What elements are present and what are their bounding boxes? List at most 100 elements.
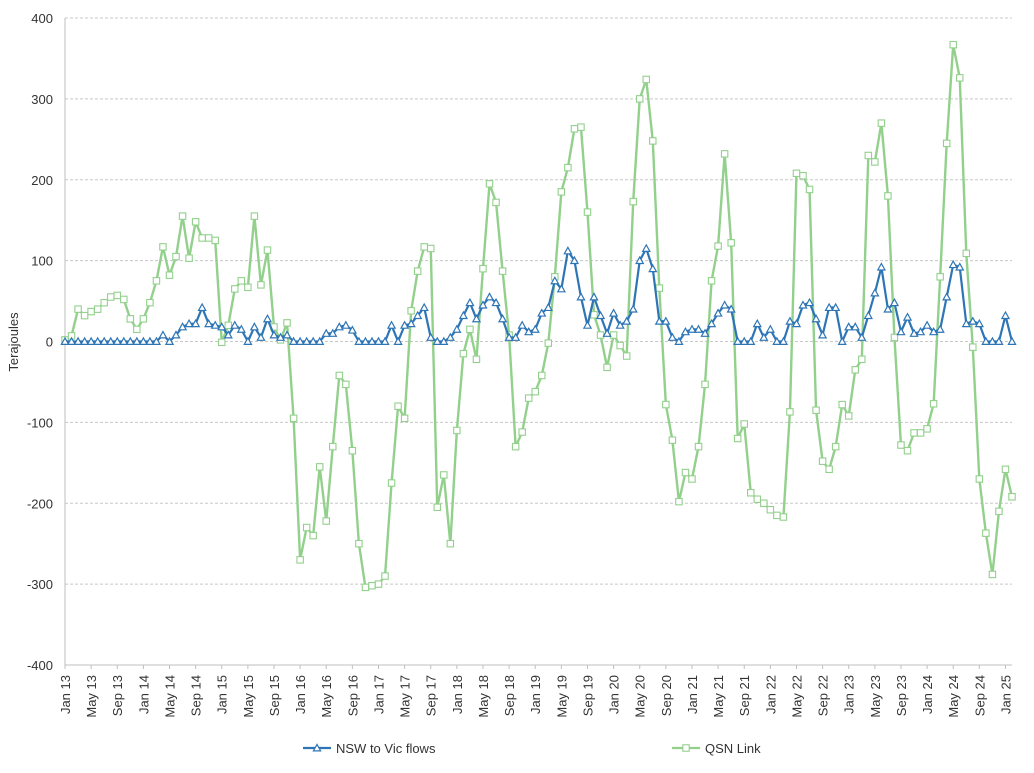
x-tick-label: Sep 20: [659, 675, 674, 716]
data-point: [988, 570, 997, 579]
data-point: [877, 119, 886, 127]
data-point: [675, 497, 683, 506]
data-point: [368, 581, 376, 590]
data-point: [497, 314, 508, 323]
data-point: [615, 320, 625, 329]
data-point: [773, 511, 781, 520]
legend-label: NSW to Vic flows: [336, 741, 436, 756]
data-point: [857, 332, 867, 341]
data-point: [406, 318, 416, 328]
data-point: [342, 380, 350, 389]
data-point: [884, 192, 892, 200]
data-point: [66, 336, 77, 345]
data-point: [159, 243, 167, 251]
data-point: [707, 277, 716, 285]
x-tick-label: Jan 13: [58, 675, 73, 714]
legend-label: QSN Link: [705, 741, 761, 756]
data-point: [583, 208, 592, 216]
data-point: [655, 284, 664, 292]
data-point: [113, 291, 121, 300]
data-point: [171, 330, 181, 339]
x-tick-label: Sep 19: [580, 675, 595, 716]
data-point: [164, 336, 175, 345]
data-point: [256, 332, 266, 341]
data-point: [491, 297, 501, 307]
data-point: [302, 523, 311, 532]
data-point: [347, 325, 357, 334]
x-tick-label: Jan 17: [371, 675, 386, 714]
data-point: [420, 243, 428, 251]
x-tick-label: May 21: [711, 675, 726, 718]
data-point: [889, 297, 900, 307]
data-point: [335, 371, 344, 380]
data-point: [961, 318, 971, 328]
x-tick-label: Sep 23: [894, 675, 909, 716]
data-point: [791, 318, 802, 328]
series-qsn-link: [61, 40, 1016, 592]
data-point: [858, 355, 866, 364]
data-point: [974, 318, 984, 328]
data-point: [511, 332, 521, 341]
x-tick-label: Jan 19: [528, 675, 543, 714]
data-point: [60, 336, 70, 345]
data-point: [407, 307, 415, 315]
data-point: [668, 436, 677, 444]
data-point: [590, 311, 598, 319]
x-tick-label: May 14: [162, 675, 177, 718]
data-point: [152, 277, 161, 285]
data-point: [629, 197, 637, 206]
data-point: [622, 352, 631, 360]
data-point: [987, 336, 998, 345]
data-point: [531, 387, 539, 396]
data-point: [922, 320, 932, 329]
data-point: [139, 315, 148, 323]
data-point: [635, 95, 644, 103]
y-tick-label: 400: [31, 11, 53, 26]
data-point: [93, 336, 103, 345]
data-point: [198, 234, 206, 242]
data-point: [446, 539, 455, 548]
data-point: [100, 298, 108, 307]
x-tick-label: Sep 17: [424, 675, 439, 716]
y-tick-label: 100: [31, 254, 53, 269]
data-point: [289, 414, 298, 423]
data-point: [563, 246, 573, 255]
data-point: [890, 333, 899, 342]
data-point: [798, 300, 808, 309]
data-point: [994, 336, 1004, 345]
data-point: [315, 336, 325, 345]
x-tick-label: May 23: [868, 675, 883, 718]
data-point: [231, 285, 239, 293]
data-point: [334, 322, 344, 331]
data-point: [479, 264, 487, 273]
legend-marker: [312, 743, 322, 752]
data-point: [504, 332, 514, 341]
y-axis: 400 300 200 100 0 -100 -200 -300 -400: [27, 11, 66, 673]
data-point: [426, 244, 435, 253]
data-point: [896, 326, 906, 336]
x-tick-label: Jan 23: [842, 675, 857, 714]
data-point: [812, 406, 820, 414]
x-tick-label: May 18: [476, 675, 491, 718]
data-point: [864, 151, 873, 160]
data-point: [969, 343, 977, 351]
data-point: [550, 276, 560, 285]
x-tick-label: Jan 16: [293, 675, 308, 714]
data-point: [942, 292, 952, 301]
data-point: [968, 316, 978, 325]
data-point: [747, 488, 755, 497]
data-point: [472, 355, 481, 364]
x-tick-label: May 22: [789, 675, 804, 718]
data-point: [262, 314, 273, 323]
y-tick-label: -200: [27, 496, 53, 511]
data-point: [760, 499, 768, 507]
data-point: [465, 297, 475, 307]
data-point: [602, 328, 612, 337]
data-point: [863, 310, 873, 320]
data-point: [249, 322, 260, 331]
x-tick-label: Sep 21: [737, 675, 752, 716]
data-point: [466, 325, 474, 334]
data-point: [237, 277, 246, 285]
data-point: [622, 316, 632, 325]
data-point: [106, 293, 115, 301]
